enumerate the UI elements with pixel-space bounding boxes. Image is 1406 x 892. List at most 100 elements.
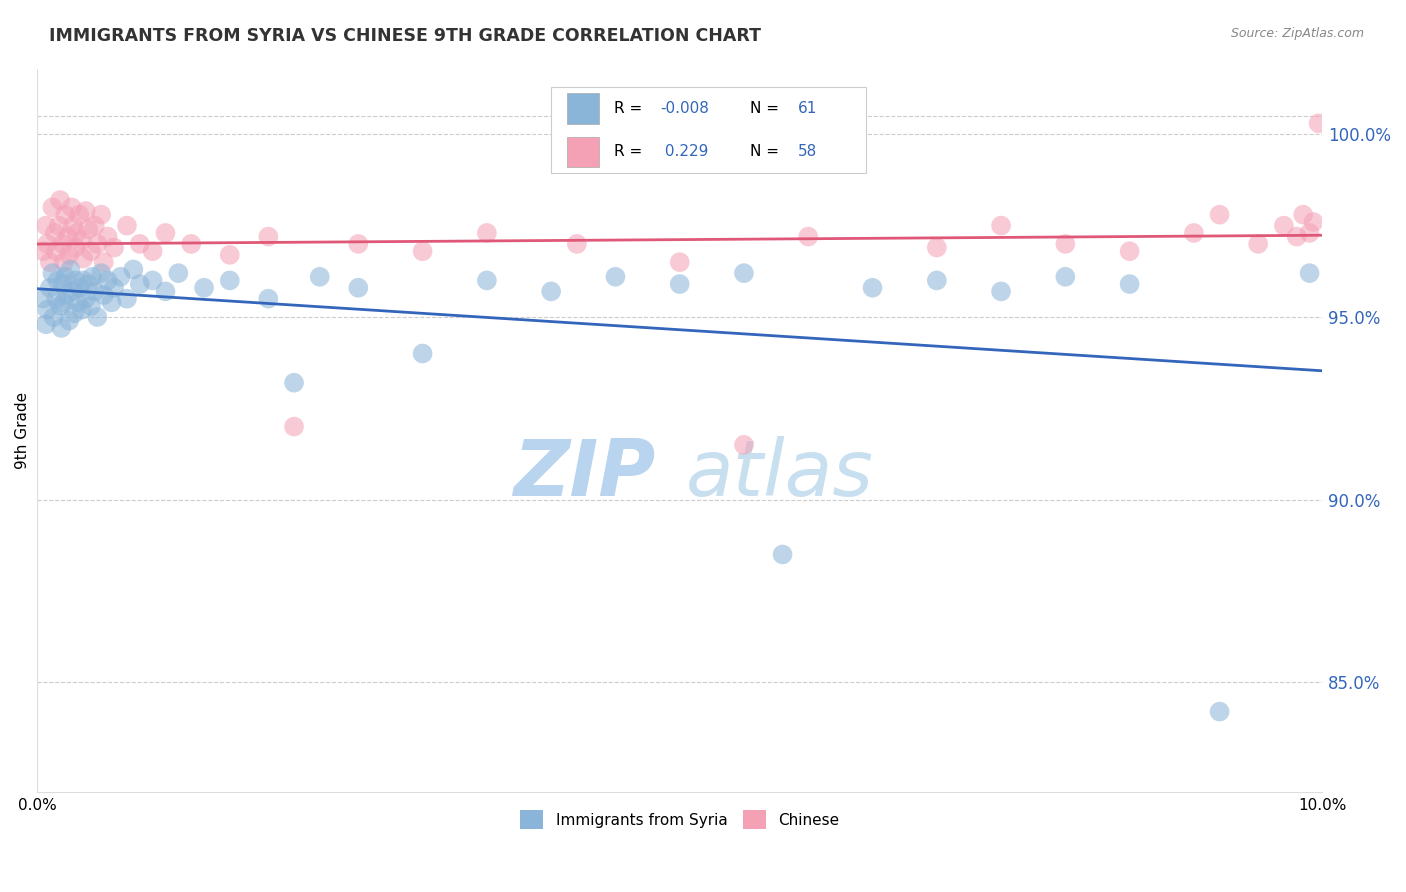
Point [1182,226,1205,240]
Point [45,244,67,259]
Point [1054,236,1077,251]
Point [44,226,66,240]
Point [100,295,122,310]
Point [77,222,100,236]
Point [63,306,86,320]
Bar [567,136,599,167]
Point [668,277,690,291]
Point [67,281,90,295]
Point [66,226,89,240]
Point [41,266,63,280]
Point [60,200,83,214]
Text: N =: N = [751,101,785,116]
Point [128,277,150,291]
Point [52,277,75,291]
Point [540,285,562,299]
Point [412,346,434,360]
Point [62,219,84,233]
Point [35,219,58,233]
Point [110,269,132,284]
Y-axis label: 9th Grade: 9th Grade [15,392,30,469]
Point [103,241,125,255]
Point [52,295,75,310]
Point [475,226,498,240]
Point [56,229,79,244]
Point [772,548,794,562]
Point [565,236,588,251]
Point [1054,269,1077,284]
Point [475,273,498,287]
Point [70,302,93,317]
Point [59,262,82,277]
Point [65,241,87,255]
Bar [567,93,599,123]
Point [115,292,138,306]
Point [1118,277,1140,291]
Point [97,229,120,244]
Text: R =: R = [614,101,647,116]
Point [1302,215,1324,229]
Point [42,310,65,324]
Point [82,269,104,284]
Point [862,281,884,295]
Point [80,244,103,259]
Point [733,266,755,280]
Text: ZIP: ZIP [513,435,655,512]
Point [193,281,215,295]
Point [797,229,820,244]
Point [1247,236,1270,251]
Point [308,269,330,284]
Point [51,321,73,335]
Point [155,285,177,299]
Point [1208,208,1230,222]
Text: 61: 61 [799,101,817,116]
Point [52,236,75,251]
Point [86,236,108,251]
Point [49,193,72,207]
Point [72,252,94,266]
Text: 58: 58 [799,145,817,159]
Point [1292,208,1315,222]
Point [990,285,1012,299]
Point [103,281,125,295]
Point [49,299,72,313]
Point [37,236,59,251]
Point [97,273,120,287]
Point [115,219,138,233]
Point [347,281,370,295]
Point [41,200,63,214]
Point [142,273,165,287]
Text: IMMIGRANTS FROM SYRIA VS CHINESE 9TH GRADE CORRELATION CHART: IMMIGRANTS FROM SYRIA VS CHINESE 9TH GRA… [49,27,761,45]
Point [46,273,69,287]
Point [53,208,76,222]
Point [62,285,84,299]
Point [218,273,240,287]
Point [1308,116,1330,130]
Point [75,204,97,219]
Point [55,288,77,302]
Point [58,313,80,327]
Point [77,277,100,291]
Point [67,208,90,222]
Point [128,236,150,251]
Text: atlas: atlas [686,435,875,512]
Point [32,244,55,259]
Point [65,273,87,287]
Point [93,288,115,302]
Text: -0.008: -0.008 [661,101,709,116]
Legend: Immigrants from Syria, Chinese: Immigrants from Syria, Chinese [515,804,845,835]
Point [70,233,93,247]
Point [1272,219,1295,233]
Point [75,292,97,306]
Point [1118,244,1140,259]
Point [38,281,60,295]
Point [1208,705,1230,719]
Point [67,295,90,310]
Point [90,266,112,280]
Text: Source: ZipAtlas.com: Source: ZipAtlas.com [1230,27,1364,40]
Point [90,208,112,222]
Point [86,310,108,324]
Point [990,219,1012,233]
Point [605,269,627,284]
Point [218,248,240,262]
